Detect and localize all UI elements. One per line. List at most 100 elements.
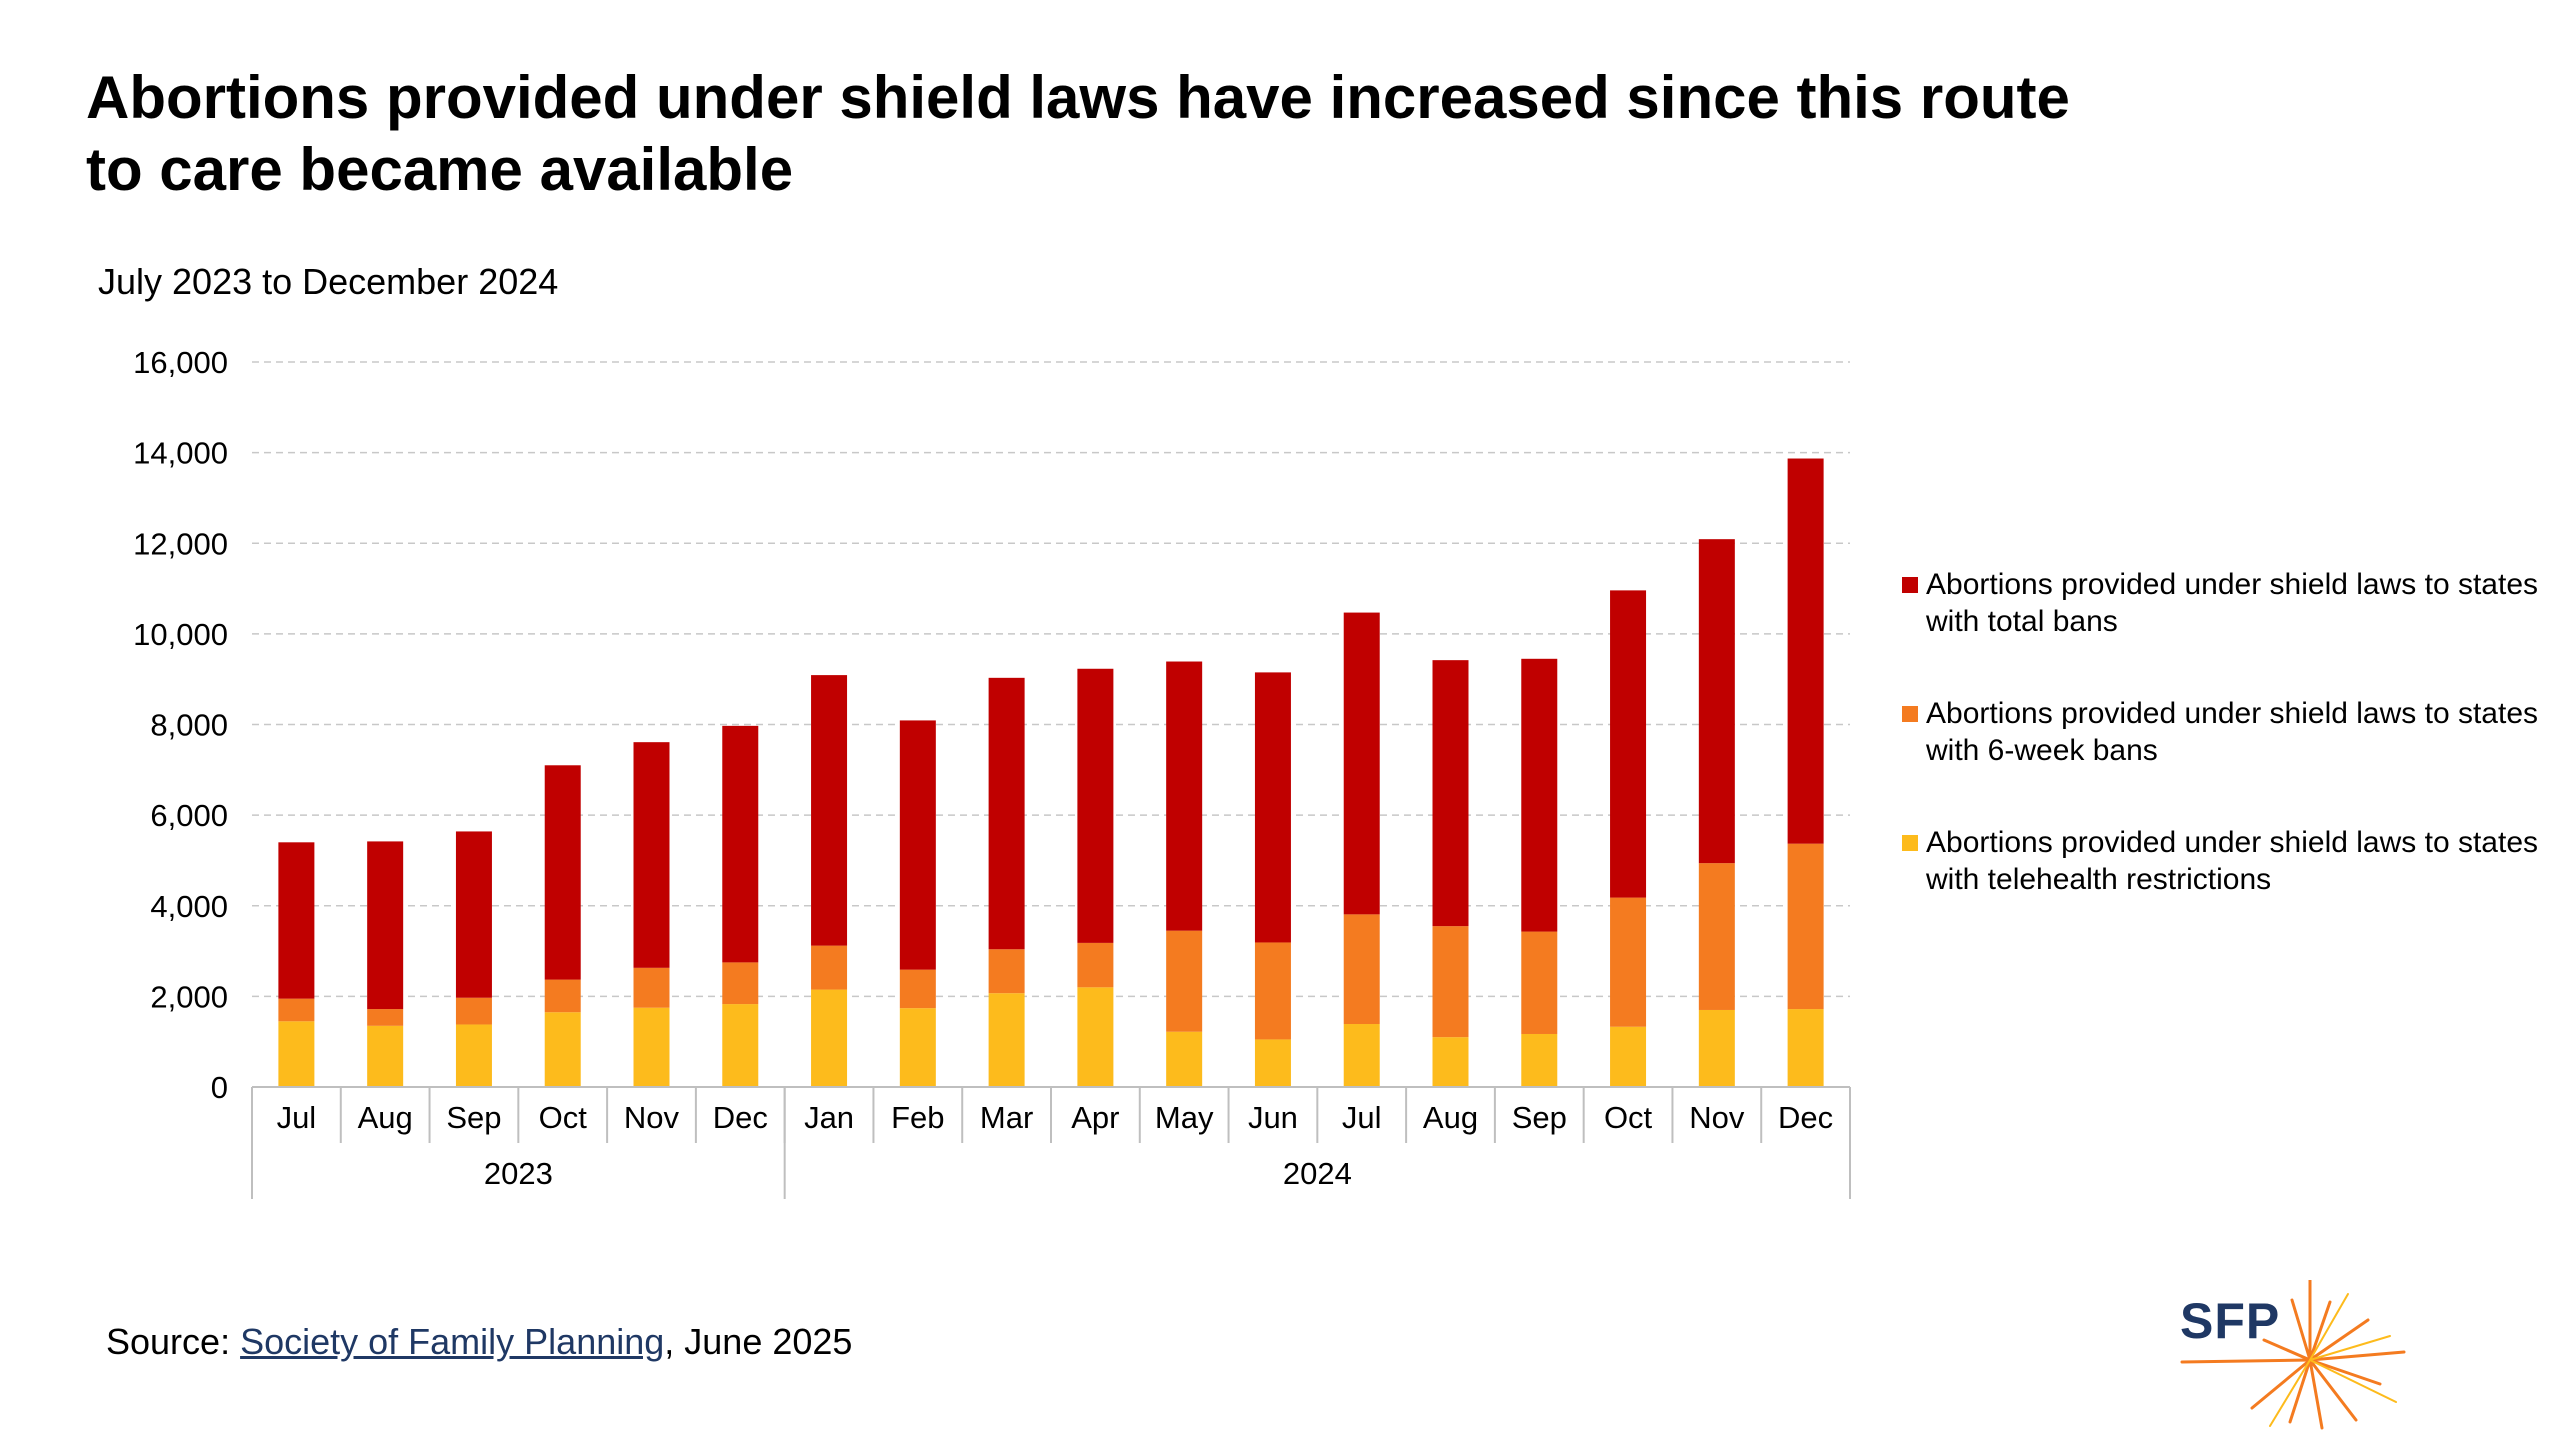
bar-segment-0 <box>988 993 1025 1087</box>
x-tick-label: May <box>1155 1100 1214 1135</box>
legend-item-total-bans: Abortions provided under shield laws to … <box>1902 566 2542 640</box>
chart-title: Abortions provided under shield laws hav… <box>86 64 2070 203</box>
legend-label-telehealth: Abortions provided under shield laws to … <box>1926 826 2539 896</box>
bar-segment-0 <box>722 1004 759 1087</box>
y-tick-label: 14,000 <box>133 436 228 471</box>
x-group-label: 2024 <box>1283 1156 1352 1191</box>
bars <box>278 458 1824 1087</box>
bar-segment-1 <box>988 949 1025 994</box>
source-prefix: Source: <box>106 1321 241 1362</box>
bar-segment-2 <box>544 765 581 980</box>
bar-segment-1 <box>1432 926 1469 1038</box>
bar-segment-2 <box>899 720 936 970</box>
bar-segment-2 <box>1610 590 1647 898</box>
bar-segment-0 <box>544 1012 581 1087</box>
bar-segment-2 <box>367 841 404 1010</box>
source-suffix: , June 2025 <box>664 1321 853 1362</box>
legend-item-telehealth: Abortions provided under shield laws to … <box>1902 824 2542 898</box>
bar-segment-2 <box>722 725 759 963</box>
x-tick-label: Dec <box>713 1100 768 1135</box>
x-tick-label: Mar <box>980 1100 1033 1135</box>
y-tick-label: 16,000 <box>133 345 228 380</box>
bar-segment-0 <box>899 1008 936 1087</box>
y-axis-tick-labels: 0 2,000 4,000 6,000 8,000 10,000 12,000 14,000 1… <box>133 345 228 1105</box>
x-tick-label: Dec <box>1778 1100 1833 1135</box>
y-tick-label: 2,000 <box>150 979 228 1014</box>
bar-segment-1 <box>1077 942 1114 988</box>
legend-label-six-week-bans: Abortions provided under shield laws to … <box>1926 697 2539 767</box>
x-tick-label: Aug <box>358 1100 413 1135</box>
gridlines <box>252 361 1850 998</box>
x-tick-label: Feb <box>891 1100 944 1135</box>
bar-segment-2 <box>1432 660 1469 927</box>
legend: Abortions provided under shield laws to … <box>1902 566 2542 953</box>
sfp-logo: SFP <box>2180 1280 2410 1430</box>
bar-segment-1 <box>1787 843 1824 1010</box>
bar-segment-1 <box>544 979 581 1013</box>
legend-item-six-week-bans: Abortions provided under shield laws to … <box>1902 695 2542 769</box>
legend-label-total-bans: Abortions provided under shield laws to … <box>1926 568 2539 638</box>
x-tick-label: Sep <box>1512 1100 1567 1135</box>
bar-segment-0 <box>1254 1039 1291 1087</box>
source-note: Source: Society of Family Planning, June… <box>106 1320 852 1364</box>
bar-segment-1 <box>1166 930 1203 1032</box>
sunburst-icon <box>2180 1280 2406 1430</box>
bar-segment-1 <box>1610 897 1647 1027</box>
bar-segment-1 <box>899 969 936 1009</box>
source-link[interactable]: Society of Family Planning <box>240 1321 665 1362</box>
bar-segment-0 <box>278 1021 315 1087</box>
chart-subtitle: July 2023 to December 2024 <box>98 261 559 302</box>
bar-segment-2 <box>1787 458 1824 844</box>
bar-segment-2 <box>1521 658 1558 932</box>
bar-segment-0 <box>1343 1024 1380 1087</box>
y-tick-label: 10,000 <box>133 617 228 652</box>
x-tick-label: Aug <box>1423 1100 1478 1135</box>
bar-segment-1 <box>1698 863 1735 1010</box>
legend-swatch-telehealth <box>1902 835 1918 851</box>
x-tick-label: Sep <box>446 1100 501 1135</box>
x-tick-label: Nov <box>1689 1100 1745 1135</box>
x-tick-label: Jun <box>1248 1100 1298 1135</box>
x-axis: Jul Aug Sep Oct Nov Dec Jan Feb Mar Apr May Jun Jul A… <box>251 1086 1851 1199</box>
bar-segment-1 <box>455 997 492 1025</box>
bar-segment-0 <box>1166 1031 1203 1087</box>
bar-segment-0 <box>1077 987 1114 1087</box>
bar-segment-0 <box>1787 1009 1824 1087</box>
y-tick-label: 8,000 <box>150 708 228 743</box>
bar-segment-2 <box>1166 661 1203 931</box>
bar-segment-2 <box>278 842 315 999</box>
bar-segment-2 <box>633 742 670 968</box>
bar-segment-2 <box>1077 668 1114 943</box>
legend-swatch-six-week-bans <box>1902 706 1918 722</box>
bar-segment-0 <box>1432 1037 1469 1087</box>
y-tick-label: 6,000 <box>150 798 228 833</box>
x-tick-label: Oct <box>539 1100 588 1135</box>
bar-segment-1 <box>1254 942 1291 1040</box>
bar-segment-0 <box>1698 1009 1735 1087</box>
legend-swatch-total-bans <box>1902 577 1918 593</box>
bar-segment-0 <box>811 989 848 1087</box>
bar-segment-0 <box>455 1024 492 1087</box>
x-tick-label: Apr <box>1071 1100 1119 1135</box>
bar-segment-0 <box>367 1025 404 1087</box>
bar-segment-2 <box>455 831 492 998</box>
x-group-label: 2023 <box>484 1156 553 1191</box>
bar-segment-1 <box>278 998 315 1022</box>
x-tick-label: Jul <box>277 1100 317 1135</box>
bar-segment-0 <box>633 1007 670 1087</box>
y-tick-label: 4,000 <box>150 889 228 924</box>
bar-segment-1 <box>633 967 670 1008</box>
y-tick-label: 0 <box>211 1070 228 1105</box>
bar-segment-0 <box>1610 1026 1647 1087</box>
bar-segment-1 <box>1343 914 1380 1025</box>
bar-segment-1 <box>1521 931 1558 1034</box>
bar-segment-1 <box>367 1009 404 1026</box>
bar-segment-2 <box>1254 672 1291 943</box>
bar-segment-2 <box>811 675 848 946</box>
y-tick-label: 12,000 <box>133 526 228 561</box>
bar-segment-2 <box>988 677 1025 950</box>
bar-segment-1 <box>811 945 848 990</box>
x-tick-label: Jul <box>1342 1100 1382 1135</box>
